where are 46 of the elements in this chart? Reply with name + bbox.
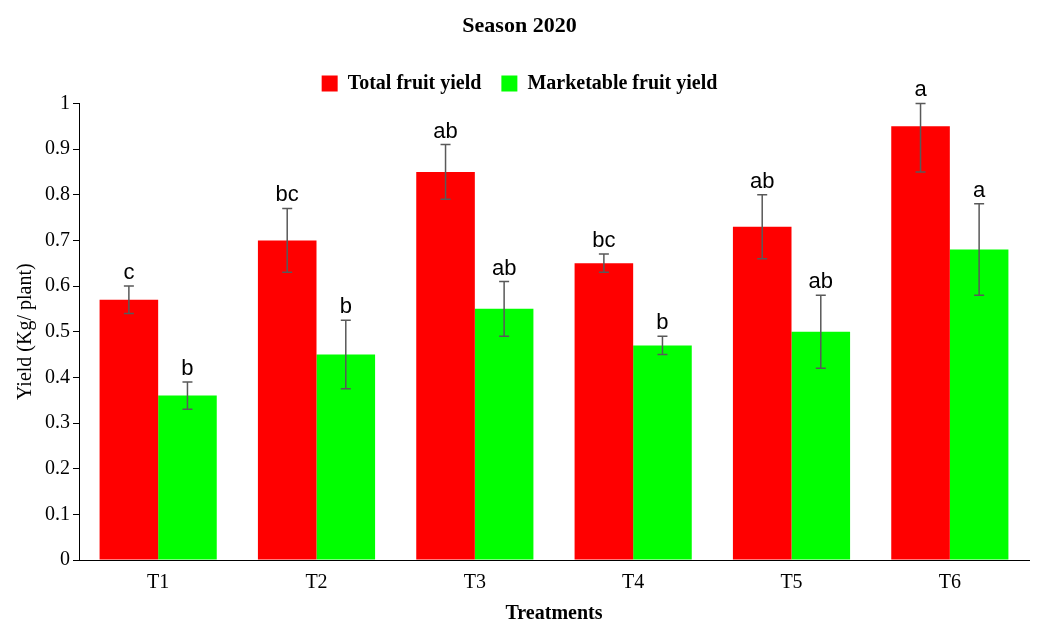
data-label: ab xyxy=(491,254,517,280)
y-tick-label: 0 xyxy=(60,547,70,570)
data-label: c xyxy=(123,259,135,285)
data-label: a xyxy=(914,76,928,102)
y-tick-label: 0.7 xyxy=(45,227,70,250)
bar xyxy=(257,240,317,560)
y-tick-label: 0.1 xyxy=(45,501,70,524)
y-tick-label: 0.6 xyxy=(45,273,70,296)
bar xyxy=(416,171,475,560)
legend-label: Marketable fruit yield xyxy=(527,70,718,94)
x-axis-title: Treatments xyxy=(505,601,603,624)
bar xyxy=(574,263,634,560)
y-tick-label: 1 xyxy=(60,90,70,113)
bar xyxy=(732,226,792,560)
y-tick-label: 0.4 xyxy=(45,364,70,387)
y-tick-label: 0.5 xyxy=(45,318,70,341)
bar xyxy=(891,126,950,560)
bar xyxy=(158,395,217,560)
x-tick-label: T4 xyxy=(622,570,645,593)
data-label: ab xyxy=(749,167,775,193)
bar xyxy=(316,354,376,560)
y-axis-title: Yield (Kg/ plant) xyxy=(13,263,37,401)
bar xyxy=(474,308,534,560)
x-tick-label: T2 xyxy=(305,570,328,593)
y-tick-label: 0.3 xyxy=(45,410,70,433)
data-label: b xyxy=(181,354,194,380)
legend-label: Total fruit yield xyxy=(347,70,482,94)
y-tick-label: 0.9 xyxy=(45,136,70,159)
y-tick-label: 0.2 xyxy=(45,455,70,478)
bar xyxy=(949,249,1009,560)
data-label: b xyxy=(339,293,352,319)
data-label: b xyxy=(656,309,669,335)
x-tick-label: T3 xyxy=(463,570,486,593)
x-tick-label: T1 xyxy=(147,570,170,593)
y-tick-label: 0.8 xyxy=(45,181,70,204)
x-tick-label: T6 xyxy=(938,570,961,593)
data-label: bc xyxy=(592,227,616,253)
data-label: bc xyxy=(275,181,299,207)
bar xyxy=(791,331,851,560)
bar xyxy=(99,299,159,560)
chart-title: Season 2020 xyxy=(462,11,577,37)
data-label: a xyxy=(973,176,986,202)
data-label: ab xyxy=(433,117,458,143)
data-label: ab xyxy=(808,268,834,294)
bar xyxy=(633,345,692,560)
x-tick-label: T5 xyxy=(780,570,803,593)
